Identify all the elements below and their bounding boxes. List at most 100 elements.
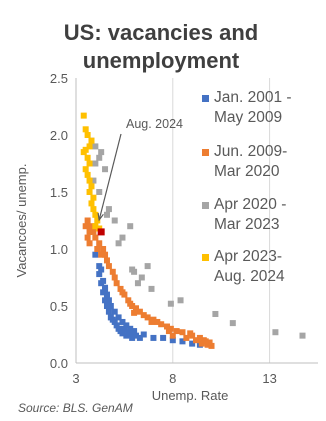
data-point [86,228,93,235]
data-point [160,334,167,341]
legend: Jan. 2001 - May 2009 Jun. 2009- Mar 2020 Apr… [202,89,292,285]
data-point [105,263,112,270]
data-point [129,266,136,273]
data-point [86,160,93,167]
axes: 0.0 0.5 1.0 1.5 2.0 2.5 3 8 13 Unemp. Rate Vacanco… [14,71,318,403]
chart-title-line-1: US: vacancies and [64,20,258,45]
x-axis-title: Unemp. Rate [152,388,229,403]
data-point [86,240,93,247]
data-point [96,263,103,270]
data-point [92,143,99,150]
data-point [90,194,97,201]
data-point [84,171,91,178]
legend-label: Apr 2023- [214,248,282,265]
x-tick-label: 3 [72,371,79,386]
data-point [119,234,126,241]
chart-title-line-2: unemployment [83,48,240,73]
data-point [173,328,180,335]
data-point [80,149,87,156]
data-point [103,303,110,309]
y-tick-label: 1.5 [50,185,68,200]
data-point [131,309,138,316]
data-point [119,289,126,296]
data-point [158,321,165,328]
data-point [88,200,95,207]
data-point [102,251,109,258]
data-point [202,338,209,345]
data-point [96,154,103,161]
data-point [111,318,118,325]
data-point [131,328,138,335]
data-point [272,329,279,336]
data-point [102,166,109,173]
data-point [98,251,105,258]
data-point [144,263,151,270]
data-point [154,318,161,325]
legend-label: Aug. 2024 [214,268,285,285]
legend-label: Apr 2020 - [214,196,286,213]
data-point [125,297,132,304]
y-tick-label: 1.0 [50,242,68,257]
data-points [80,112,306,349]
legend-marker [202,254,209,261]
data-point [80,112,87,119]
data-point [119,318,126,325]
x-tick-label: 13 [262,371,276,386]
data-point [111,274,118,281]
data-point [163,323,170,330]
data-point [92,223,99,230]
data-point [105,297,112,304]
data-point [165,328,172,335]
data-point [84,234,91,241]
data-point [167,300,174,307]
legend-marker [202,202,209,209]
annotation-arrowhead [97,212,104,222]
data-point [105,206,112,213]
data-point [144,314,151,321]
data-point [84,132,91,138]
data-point [121,325,128,332]
data-point [189,340,196,347]
legend-label: Jun. 2009- [214,143,287,160]
data-point [103,293,110,300]
legend-marker [202,95,209,102]
legend-marker [202,149,209,156]
data-point [133,332,140,339]
data-point [100,277,107,284]
data-point [177,297,184,304]
data-point [113,322,120,329]
data-point [198,340,205,347]
data-point [127,331,134,338]
data-point [138,274,145,281]
data-point [90,206,97,213]
annotation: Aug. 2024 [97,117,183,222]
data-point [109,268,116,275]
data-point [193,337,200,344]
data-point [187,330,194,337]
data-point [98,266,105,273]
data-point [88,137,95,144]
data-point [140,331,147,338]
data-point [92,234,99,241]
data-point [86,143,93,150]
data-point [88,223,95,230]
data-point [299,332,306,339]
data-point [88,183,95,190]
y-tick-label: 2.0 [50,128,68,143]
data-point [133,305,140,312]
data-point [96,189,103,195]
data-point [103,257,110,264]
data-point [136,308,143,315]
y-tick-label: 0.5 [50,299,68,314]
data-point [183,334,190,341]
y-tick-label: 0.0 [50,356,68,371]
data-point [140,312,147,319]
data-point [103,211,110,218]
data-point [84,217,91,224]
legend-label: Mar 2023 [214,216,279,233]
data-point [229,320,236,327]
data-point [94,217,101,224]
y-tick-label: 2.5 [50,71,68,86]
grid [172,78,271,363]
